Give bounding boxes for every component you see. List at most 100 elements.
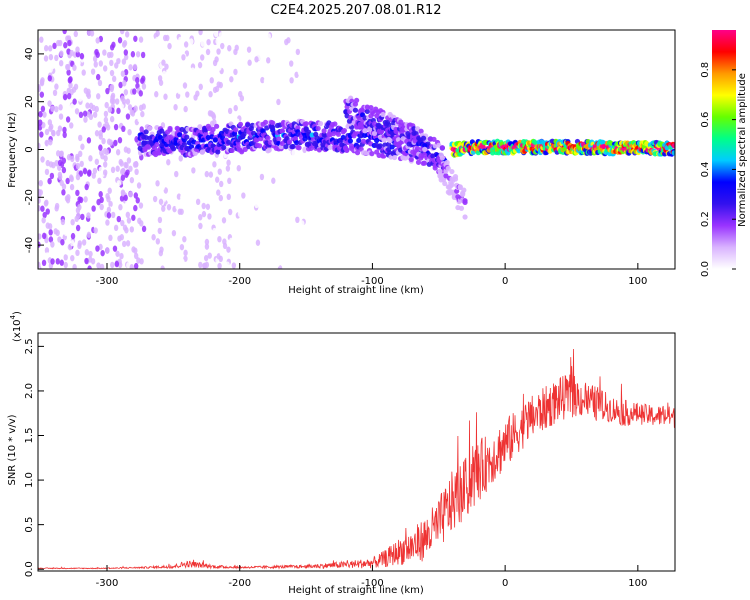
heatmap-cell: [60, 218, 66, 226]
heatmap-cell: [226, 193, 231, 201]
heatmap-cell: [184, 134, 190, 140]
y-tick-label: 0.5: [24, 517, 35, 533]
heatmap-cell: [116, 215, 121, 223]
heatmap-cell: [61, 189, 66, 196]
heatmap-cell: [218, 255, 223, 263]
heatmap-cell: [138, 104, 144, 112]
heatmap-cell: [98, 60, 104, 67]
heatmap-cell: [176, 193, 182, 200]
heatmap-cell: [69, 183, 75, 191]
heatmap-cell: [154, 221, 160, 229]
heatmap-cell: [59, 50, 64, 57]
heatmap-cell: [65, 63, 70, 71]
heatmap-cell: [185, 178, 190, 185]
heatmap-cell: [117, 261, 123, 269]
heatmap-cell: [229, 76, 234, 83]
heatmap-cell: [215, 38, 220, 45]
x-tick-label: -200: [228, 578, 251, 589]
heatmap-cell: [301, 48, 306, 56]
heatmap-cell: [38, 83, 41, 91]
heatmap-cell: [166, 159, 171, 166]
heatmap-cell: [95, 73, 101, 81]
heatmap-cell: [175, 203, 180, 210]
heatmap-cell: [128, 165, 133, 172]
heatmap-cell: [212, 227, 217, 235]
heatmap-cell: [354, 150, 361, 156]
heatmap-cell: [303, 62, 308, 70]
heatmap-cell: [268, 105, 274, 113]
heatmap-cell: [104, 101, 109, 109]
heatmap-cell: [83, 196, 88, 203]
heatmap-cell: [418, 128, 424, 134]
heatmap-cell: [87, 265, 92, 269]
heatmap-cell: [233, 127, 239, 133]
heatmap-cell: [197, 61, 203, 69]
heatmap-cell: [113, 139, 118, 147]
heatmap-cell: [180, 194, 185, 201]
heatmap-cell: [132, 63, 138, 71]
heatmap-cell: [301, 240, 306, 247]
heatmap-cell: [195, 255, 201, 263]
colorbar-tick-label: 0.4: [700, 161, 711, 177]
heatmap-cell: [219, 250, 225, 257]
x-tick-label: -200: [228, 276, 251, 287]
x-tick-label: 0: [502, 276, 508, 287]
heatmap-cell: [78, 150, 83, 158]
heatmap-cell: [223, 90, 229, 98]
heatmap-cell: [279, 37, 284, 44]
heatmap-cell: [112, 245, 118, 252]
heatmap-cell: [51, 129, 56, 137]
heatmap-cell: [255, 161, 260, 168]
heatmap-cell: [295, 48, 301, 56]
heatmap-cell: [160, 184, 165, 191]
heatmap-cell: [79, 160, 84, 168]
heatmap-cell: [227, 45, 232, 52]
heatmap-cell: [44, 168, 50, 176]
heatmap-cell: [48, 236, 54, 243]
heatmap-cell: [241, 192, 246, 199]
y-tick-label: -40: [24, 237, 35, 253]
heatmap-cell: [302, 146, 307, 154]
heatmap-cell: [236, 165, 241, 172]
heatmap-cell: [442, 180, 448, 187]
heatmap-cell: [133, 192, 139, 199]
heatmap-cell: [54, 54, 59, 62]
heatmap-cell: [167, 127, 173, 133]
heatmap-cell: [231, 39, 236, 47]
heatmap-cell: [78, 111, 84, 119]
heatmap-cell: [188, 181, 193, 189]
heatmap-cell: [217, 168, 222, 175]
heatmap-cell: [94, 130, 100, 137]
heatmap-cell: [183, 249, 188, 257]
heatmap-cell: [243, 92, 249, 100]
heatmap-cell: [98, 144, 103, 151]
heatmap-cell: [261, 113, 267, 120]
heatmap-cell: [412, 138, 418, 144]
heatmap-cell: [219, 201, 225, 208]
heatmap-cell: [259, 191, 264, 199]
heatmap-cell: [39, 131, 44, 138]
heatmap-cell: [94, 48, 99, 56]
heatmap-cell: [55, 258, 60, 265]
heatmap-cell: [121, 116, 126, 123]
snr-x-axis: -300 -200 -100 0 100: [96, 565, 647, 589]
heatmap-cell: [68, 174, 74, 181]
heatmap-cell: [221, 217, 227, 224]
heatmap-cell: [45, 252, 50, 259]
heatmap-cell: [114, 260, 120, 268]
heatmap-cell: [55, 150, 61, 157]
heatmap-cell: [38, 142, 41, 150]
heatmap-cell: [129, 176, 135, 184]
heatmap-cell: [135, 51, 141, 58]
heatmap-cell: [368, 104, 374, 111]
heatmap-cell: [119, 102, 124, 110]
heatmap-cell: [39, 91, 45, 98]
heatmap-cell: [286, 83, 292, 91]
heatmap-cell: [102, 49, 107, 56]
heatmap-cell: [123, 146, 129, 153]
heatmap-cell: [127, 104, 133, 111]
heatmap-cell: [195, 90, 200, 97]
heatmap-cell: [415, 159, 422, 165]
heatmap-cell: [66, 87, 71, 95]
heatmap-cell: [260, 43, 265, 50]
